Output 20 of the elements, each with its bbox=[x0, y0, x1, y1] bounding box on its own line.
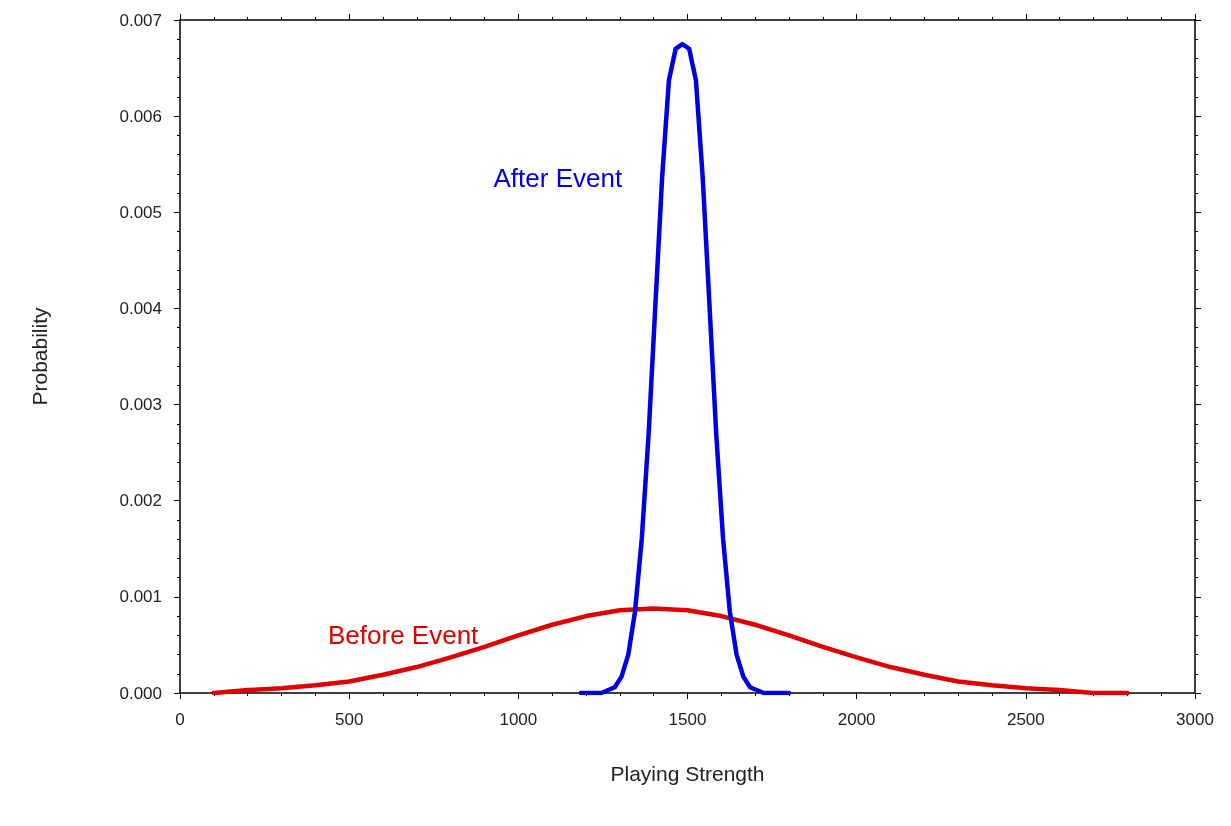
x-tick-label: 1500 bbox=[668, 710, 707, 729]
x-tick-label: 2500 bbox=[1006, 710, 1045, 729]
y-axis-title: Probability bbox=[28, 306, 51, 406]
x-tick-label: 2000 bbox=[837, 710, 876, 729]
y-tick-label: 0.000 bbox=[119, 683, 162, 703]
y-tick-label: 0.003 bbox=[119, 395, 162, 415]
y-tick-label: 0.001 bbox=[119, 587, 162, 607]
y-tick-label: 0.002 bbox=[119, 491, 162, 511]
series-label: Before Event bbox=[328, 620, 480, 651]
y-tick-label: 0.005 bbox=[119, 202, 162, 222]
x-tick-label: 3000 bbox=[1176, 710, 1214, 729]
line-series bbox=[211, 606, 1130, 696]
x-tick-label: 1000 bbox=[499, 710, 538, 729]
x-axis-title: Playing Strength bbox=[610, 762, 765, 785]
series-label: After Event bbox=[493, 162, 623, 193]
y-tick-label: 0.004 bbox=[119, 298, 162, 318]
x-tick-label: 0 bbox=[175, 710, 185, 729]
x-tick-label: 500 bbox=[334, 710, 364, 729]
y-tick-label: 0.006 bbox=[119, 106, 162, 126]
y-tick-label: 0.007 bbox=[119, 10, 162, 30]
